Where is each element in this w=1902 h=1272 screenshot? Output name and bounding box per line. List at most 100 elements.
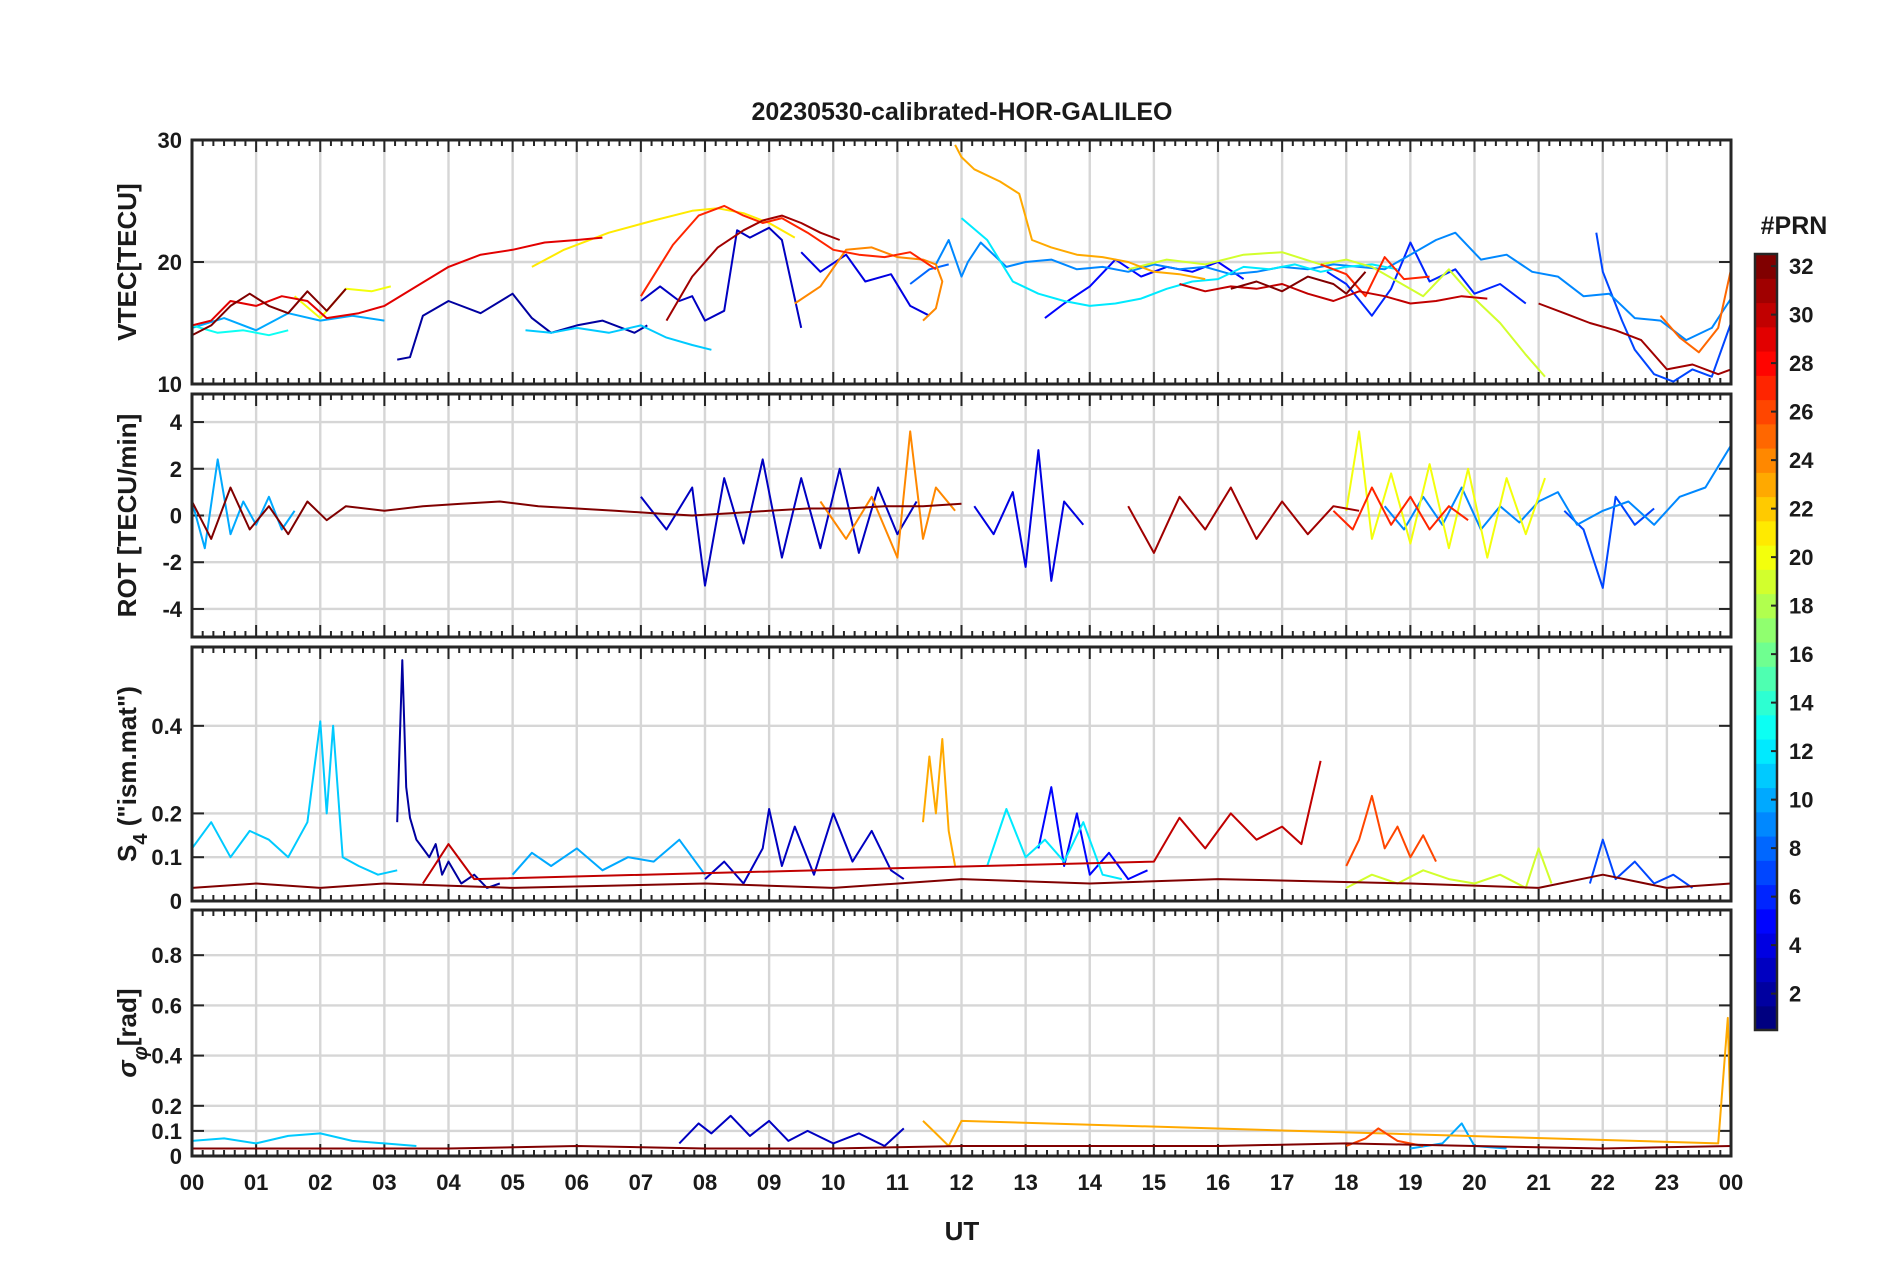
- x-tick-label: 12: [949, 1170, 973, 1195]
- colorbar-tick-label: 2: [1789, 982, 1801, 1007]
- y-axis-label: S4 ("ism.mat"): [112, 686, 152, 862]
- y-tick-label: 0.1: [151, 845, 182, 870]
- series-line-prn-23: [922, 1016, 1731, 1147]
- x-tick-label: 16: [1206, 1170, 1230, 1195]
- series-line-prn-11: [525, 324, 712, 351]
- series-line-prn-21: [531, 207, 796, 268]
- x-tick-label: 19: [1398, 1170, 1422, 1195]
- colorbar-tick-label: 18: [1789, 594, 1813, 619]
- y-axis-label: σφ[rad]: [112, 988, 152, 1077]
- series-line-prn-9: [935, 231, 1731, 342]
- y-tick-label: 0.4: [151, 1044, 182, 1069]
- traces: [192, 144, 1731, 383]
- series-line-prn-27: [1332, 486, 1469, 531]
- panel-rot: -4 -2 0 2 4 ROT [TECU/min]: [112, 392, 1733, 639]
- axes-frame: [190, 392, 1733, 639]
- colorbar-tick-label: 24: [1789, 448, 1814, 473]
- x-tick-label: 02: [308, 1170, 332, 1195]
- series-line-prn-31: [665, 214, 841, 322]
- series-line-prn-29: [192, 236, 603, 327]
- colorbar-swatch: [1755, 351, 1777, 376]
- x-tick-label: 15: [1142, 1170, 1166, 1195]
- x-tick-label: 08: [693, 1170, 717, 1195]
- x-tick-label: 04: [436, 1170, 461, 1195]
- series-line-prn-32: [192, 1142, 1731, 1150]
- x-tick-label: 01: [244, 1170, 268, 1195]
- x-tick-label: 13: [1013, 1170, 1037, 1195]
- series-line-prn-3: [640, 226, 803, 329]
- colorbar-swatch: [1755, 933, 1777, 958]
- series-line-prn-8: [909, 263, 949, 285]
- y-tick-label: 0: [170, 889, 182, 914]
- series-line-prn-12: [986, 808, 1123, 881]
- colorbar-tick-label: 22: [1789, 497, 1813, 522]
- series-line-prn-2: [397, 292, 648, 361]
- colorbar-swatch: [1755, 496, 1777, 522]
- colorbar-swatch: [1755, 593, 1777, 619]
- series-line-prn-7: [1588, 838, 1694, 889]
- colorbar-tick-label: 20: [1789, 545, 1813, 570]
- series-line-prn-30: [422, 760, 1322, 885]
- y-tick-label: 0: [170, 1144, 182, 1169]
- series-line-prn-10: [511, 838, 706, 876]
- colorbar-tick-label: 10: [1789, 788, 1813, 813]
- series-line-prn-7: [1595, 232, 1731, 383]
- series-line-prn-32: [1230, 271, 1367, 295]
- series-line-prn-20: [1345, 430, 1546, 559]
- series-line-prn-4: [800, 251, 930, 317]
- colorbar-tick-label: 32: [1789, 254, 1813, 279]
- colorbar-frame: [1753, 252, 1779, 1032]
- series-line-prn-5: [1044, 258, 1245, 319]
- x-tick-label: 20: [1462, 1170, 1486, 1195]
- axes-frame: [190, 645, 1733, 903]
- x-tick-label: 21: [1526, 1170, 1550, 1195]
- traces: [192, 1016, 1731, 1150]
- panel-s4: 0 0.1 0.2 0.4S4 ("ism.mat"): [112, 645, 1733, 914]
- y-tick-label: 0.4: [151, 714, 182, 739]
- y-tick-label: 0.2: [151, 801, 182, 826]
- colorbar-swatch: [1755, 714, 1777, 740]
- colorbar-swatch: [1755, 908, 1777, 934]
- series-line-prn-23: [954, 144, 1206, 281]
- y-tick-label: -2: [162, 550, 182, 575]
- colorbar-swatch: [1755, 642, 1777, 667]
- y-axis-label: VTEC[TECU]: [112, 183, 142, 340]
- series-line-prn-3: [640, 458, 918, 587]
- colorbar-tick-label: 30: [1789, 303, 1813, 328]
- series-line-prn-11: [192, 720, 398, 876]
- colorbar-swatch: [1755, 690, 1777, 716]
- series-line-prn-31: [1127, 486, 1360, 554]
- y-tick-label: 0: [170, 504, 182, 529]
- axes-frame: [190, 138, 1733, 386]
- traces: [192, 659, 1731, 889]
- series-line-prn-4: [973, 449, 1085, 582]
- colorbar-swatch: [1755, 884, 1777, 910]
- series-line-prn-27: [640, 204, 937, 297]
- series-line-prn-9: [1383, 444, 1731, 531]
- colorbar-swatch: [1755, 860, 1777, 886]
- colorbar-swatch: [1755, 617, 1777, 643]
- colorbar-swatch: [1755, 254, 1777, 279]
- series-line-prn-27: [1320, 256, 1430, 298]
- series-line-prn-5: [1037, 786, 1148, 881]
- y-tick-label: 0.6: [151, 993, 182, 1018]
- colorbar-swatch: [1755, 957, 1777, 983]
- colorbar-swatch: [1755, 545, 1777, 570]
- x-tick-label: 06: [565, 1170, 589, 1195]
- series-line-prn-19: [1127, 251, 1546, 378]
- series-line-prn-24: [794, 246, 944, 322]
- colorbar-swatch: [1755, 666, 1777, 692]
- panel-sigma-phi: 00.10.2 0.4 0.6 0.8 σφ[rad] 00 01 02 03 04 05 06 07 0…: [112, 908, 1743, 1195]
- panel-vtec: 10 20 30 VTEC[TECU]: [112, 128, 1733, 397]
- series-line-prn-32: [192, 873, 1731, 889]
- x-tick-label: 14: [1078, 1170, 1103, 1195]
- y-tick-label: 30: [158, 128, 182, 153]
- x-tick-label: 09: [757, 1170, 781, 1195]
- y-tick-label: 20: [158, 250, 182, 275]
- series-line-prn-23: [922, 738, 957, 867]
- y-tick-label: -4: [162, 597, 182, 622]
- colorbar-swatch: [1755, 569, 1777, 595]
- colorbar-swatch: [1755, 326, 1777, 352]
- y-tick-label: 2: [170, 457, 182, 482]
